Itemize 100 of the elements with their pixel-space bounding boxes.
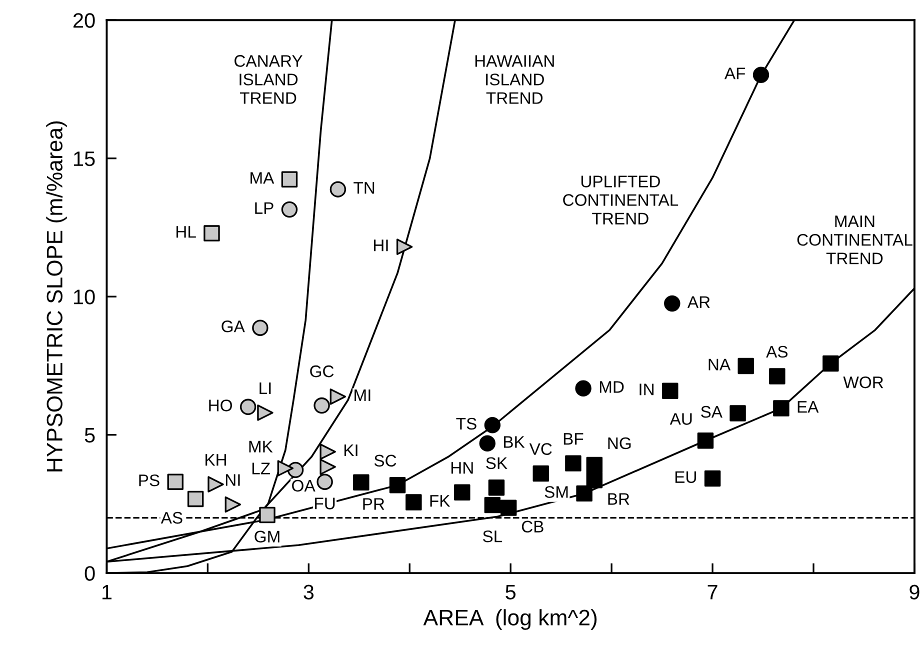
annotation: BK	[504, 436, 525, 448]
annotation: KH	[206, 454, 226, 466]
annotation: GC	[310, 365, 334, 378]
annotation: HL	[176, 226, 196, 238]
point	[167, 474, 184, 490]
point	[252, 320, 268, 336]
annotation: NA	[708, 358, 731, 370]
point	[316, 474, 333, 490]
annotation: UPLIFTED CONTINENTAL TREND	[563, 176, 678, 224]
annotation: MD	[600, 381, 624, 393]
y-tick-label: 5	[84, 428, 95, 443]
annotation: SA	[701, 406, 722, 418]
annotation: OA	[292, 480, 316, 492]
annotation: SC	[374, 454, 396, 467]
point	[484, 496, 501, 514]
point	[738, 358, 754, 374]
point	[488, 480, 505, 496]
annotation: MAIN CONTINENTAL TREND	[797, 216, 912, 264]
point	[565, 455, 582, 472]
annotation: MA	[250, 172, 274, 184]
annotation: NG	[608, 437, 631, 450]
point	[575, 380, 592, 396]
annotation: BF	[564, 433, 584, 445]
point	[259, 506, 276, 524]
annotation: SK	[486, 457, 508, 470]
point	[662, 382, 678, 399]
point	[257, 404, 274, 421]
point	[277, 460, 294, 476]
annotation: HO	[209, 400, 232, 412]
annotation: EA	[798, 401, 819, 413]
y-axis-title: HYPSOMETRIC SLOPE (m/%area)	[46, 121, 67, 472]
point	[314, 397, 330, 414]
point	[330, 388, 346, 405]
point	[664, 295, 680, 312]
annotation: KI	[344, 444, 358, 456]
annotation: HAWAIIAN ISLAND TREND	[475, 55, 554, 104]
point	[752, 66, 770, 83]
point	[187, 490, 204, 508]
point	[704, 470, 721, 487]
point	[484, 417, 501, 434]
annotation: VC	[529, 443, 552, 455]
point	[320, 458, 336, 476]
annotation: WOR	[843, 376, 884, 388]
point	[204, 225, 220, 242]
point	[281, 171, 298, 188]
annotation: LP	[255, 202, 274, 214]
point	[822, 355, 839, 372]
y-tick-label: 0	[84, 566, 95, 581]
x-tick-label: 9	[910, 584, 920, 600]
annotation: PS	[139, 474, 160, 486]
annotation: TN	[354, 182, 374, 194]
point	[500, 500, 517, 516]
x-tick-label: 5	[506, 584, 516, 600]
point	[454, 484, 470, 500]
annotation: MI	[354, 390, 370, 401]
annotation: TS	[456, 418, 476, 430]
point	[320, 444, 336, 460]
annotation: SM	[544, 486, 568, 498]
annotation: FU	[315, 498, 335, 510]
annotation: SL	[482, 530, 502, 542]
point	[586, 472, 603, 488]
y-tick-label: 10	[74, 290, 95, 304]
annotation: EU	[675, 471, 696, 483]
annotation: PR	[363, 498, 384, 510]
annotation: AS	[160, 512, 182, 524]
annotation: HI	[374, 240, 388, 252]
annotation: NI	[226, 474, 240, 486]
point	[769, 368, 786, 384]
point	[330, 181, 346, 198]
x-tick-label: 3	[304, 584, 314, 600]
point	[532, 465, 550, 482]
annotation: HN	[451, 462, 473, 474]
point	[697, 432, 714, 449]
x-tick-label: 1	[102, 584, 112, 600]
annotation: IN	[640, 384, 654, 396]
point	[208, 476, 224, 492]
x-axis-title: AREA (log km^2)	[423, 609, 597, 630]
annotation: MK	[249, 440, 273, 452]
point	[396, 238, 413, 255]
point	[730, 405, 746, 422]
annotation: BR	[608, 493, 630, 505]
y-tick-label: 20	[73, 13, 95, 28]
annotation: CANARY ISLAND TREND	[234, 55, 302, 104]
annotation: LZ	[252, 462, 270, 474]
point	[576, 485, 592, 502]
annotation: AU	[670, 413, 692, 425]
point	[773, 400, 790, 416]
point	[353, 474, 370, 490]
point	[389, 477, 406, 494]
point	[240, 398, 256, 416]
annotation: AF	[724, 68, 746, 80]
y-tick-label: 15	[74, 152, 95, 166]
annotation: GM	[254, 530, 280, 543]
point	[281, 201, 298, 218]
point	[586, 456, 603, 474]
annotation: AR	[687, 296, 710, 308]
annotation: LI	[260, 382, 271, 394]
point	[406, 494, 422, 510]
annotation: AS	[766, 346, 788, 358]
annotation: GA	[222, 320, 245, 332]
